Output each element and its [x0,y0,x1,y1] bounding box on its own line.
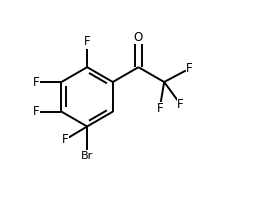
Text: F: F [177,98,184,111]
Text: F: F [61,133,68,146]
Text: F: F [33,76,40,88]
Text: F: F [84,35,90,49]
Text: F: F [33,105,40,118]
Text: F: F [156,102,163,115]
Text: O: O [134,31,143,44]
Text: Br: Br [81,151,93,161]
Text: F: F [186,62,193,75]
